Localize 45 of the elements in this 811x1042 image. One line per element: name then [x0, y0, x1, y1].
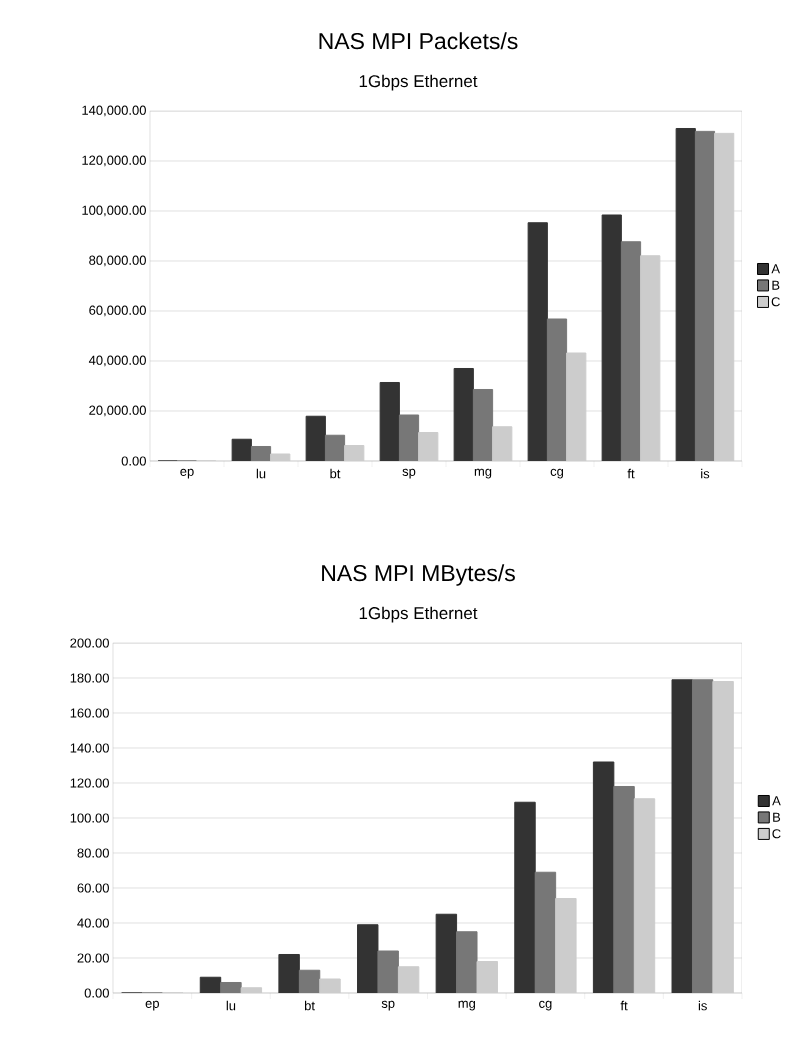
- y-tick-label: 140,000.00: [82, 105, 146, 117]
- y-tick-label: 80.00: [77, 848, 109, 858]
- x-tick-label: cg: [550, 468, 564, 479]
- chart-subtitle: 1Gbps Ethernet: [359, 74, 478, 91]
- legend-label: B: [773, 812, 781, 822]
- y-tick-label: 60,000.00: [89, 305, 146, 317]
- legend-label: C: [771, 297, 780, 307]
- x-tick-label: lu: [256, 468, 266, 479]
- x-tick-label: is: [698, 1000, 707, 1011]
- y-tick-label: 140.00: [70, 743, 109, 753]
- y-tick-label: 40,000.00: [88, 355, 146, 367]
- x-tick-label: is: [701, 468, 710, 479]
- legend-label: B: [772, 280, 780, 290]
- chart-title: NAS MPI Packets/s: [319, 32, 518, 50]
- y-tick-label: 100.00: [70, 813, 109, 823]
- y-tick-label: 180.00: [70, 673, 109, 683]
- x-tick-label: ft: [620, 1000, 628, 1011]
- legend-label: A: [771, 264, 781, 274]
- y-tick-label: 120,000.00: [82, 155, 146, 167]
- chart-subtitle: 1Gbps Ethernet: [359, 606, 478, 623]
- y-tick-label: 0.00: [84, 988, 109, 998]
- y-tick-label: 20,000.00: [89, 405, 146, 417]
- legend-label: A: [772, 796, 781, 806]
- x-tick-label: mg: [474, 468, 492, 479]
- y-tick-label: 160.00: [70, 708, 109, 718]
- x-tick-label: sp: [381, 1000, 395, 1011]
- y-tick-label: 120.00: [70, 778, 109, 788]
- y-tick-label: 0.00: [121, 456, 146, 466]
- y-tick-label: 80,000.00: [89, 255, 146, 267]
- y-tick-label: 100,000.00: [82, 205, 146, 217]
- x-tick-label: lu: [226, 1000, 236, 1011]
- y-tick-label: 200.00: [70, 638, 109, 648]
- y-tick-label: 20.00: [77, 953, 109, 963]
- y-tick-label: 40.00: [77, 918, 109, 928]
- x-tick-label: ep: [180, 468, 194, 479]
- legend-label: C: [772, 829, 781, 839]
- x-tick-label: sp: [402, 468, 416, 479]
- x-tick-label: mg: [458, 1000, 475, 1011]
- x-tick-label: bt: [304, 1000, 315, 1011]
- x-tick-label: ep: [145, 1000, 159, 1011]
- y-tick-label: 60.00: [77, 883, 109, 893]
- x-tick-label: bt: [330, 468, 341, 479]
- chart-title: NAS MPI MBytes/s: [322, 564, 515, 586]
- x-tick-label: ft: [627, 468, 635, 479]
- x-tick-label: cg: [539, 1000, 552, 1011]
